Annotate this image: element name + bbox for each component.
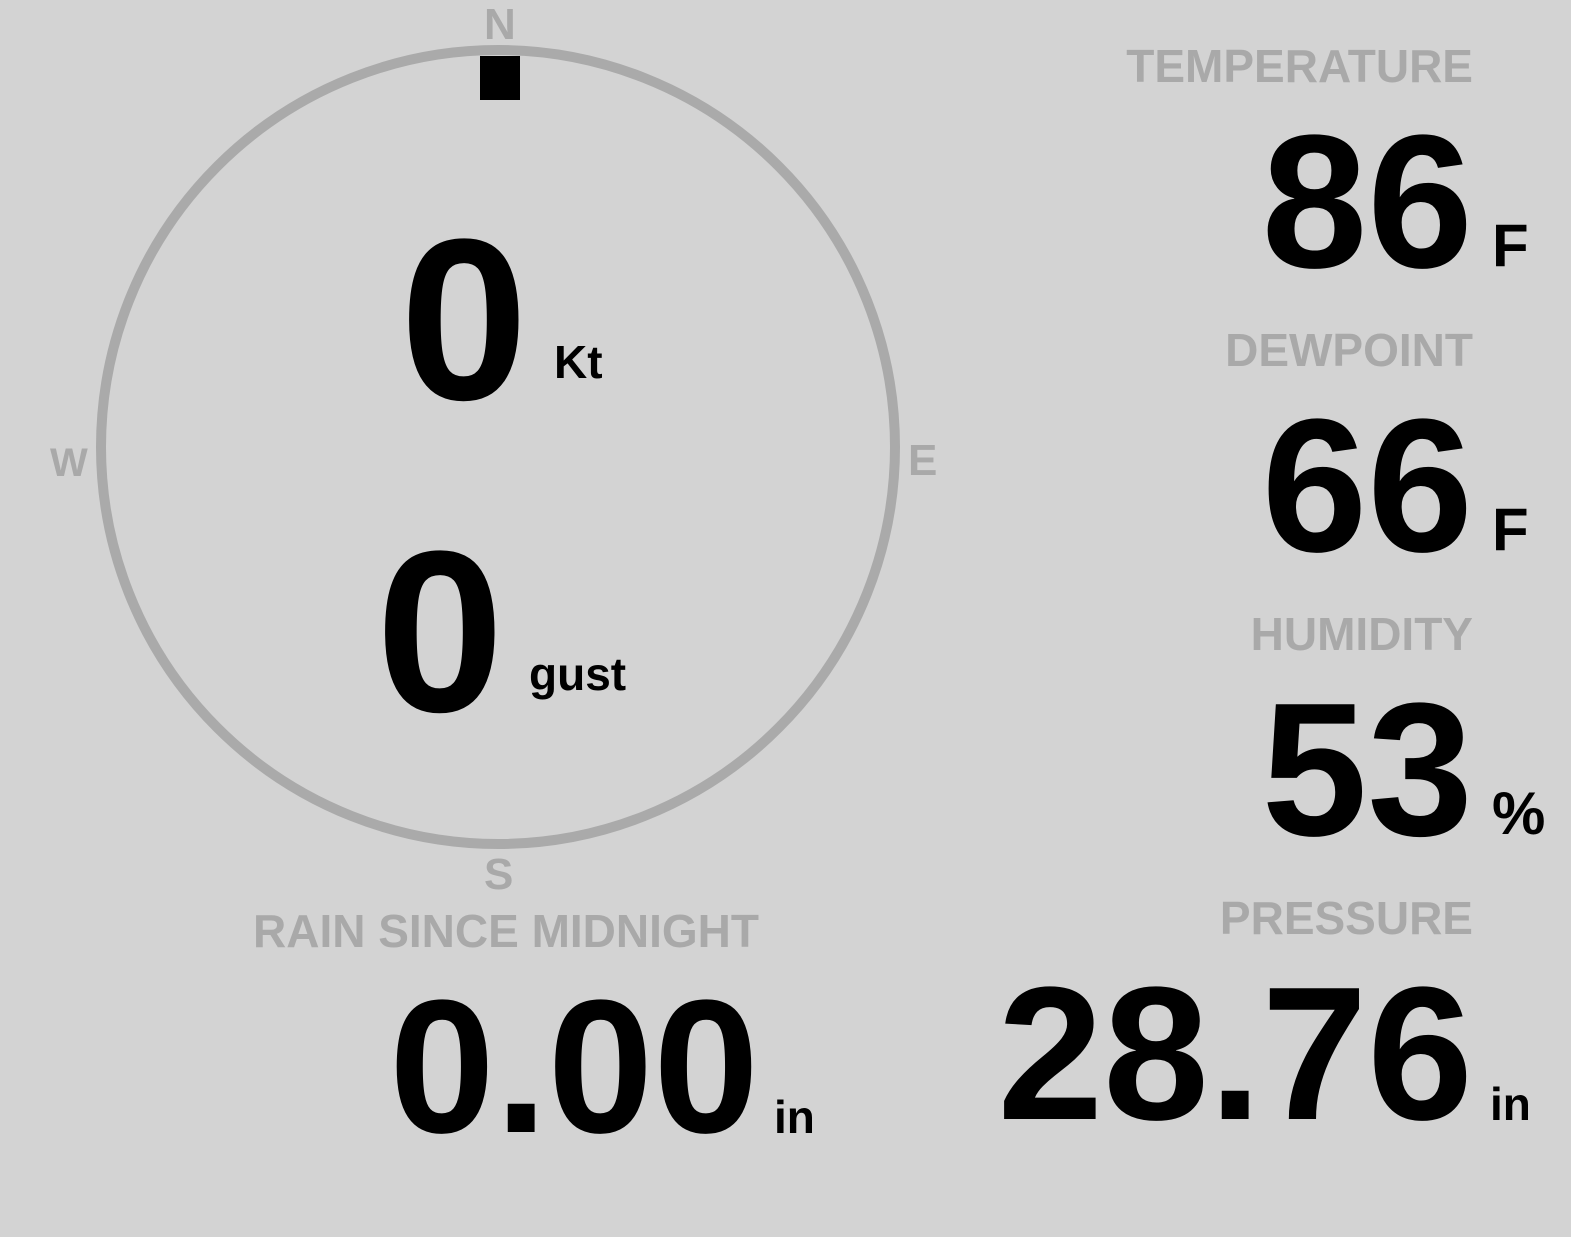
wind-gust-unit: gust xyxy=(529,648,627,700)
compass-east: E xyxy=(908,436,938,485)
compass-ring xyxy=(96,45,900,849)
humidity-unit: % xyxy=(1492,780,1546,847)
pressure-label: PRESSURE xyxy=(1219,892,1473,944)
temperature-label: TEMPERATURE xyxy=(1126,40,1473,92)
rain-label: RAIN SINCE MIDNIGHT xyxy=(253,905,759,957)
temperature-unit: F xyxy=(1492,212,1529,279)
compass-west: W xyxy=(50,441,88,485)
wind-direction-marker xyxy=(480,56,520,100)
rain-unit: in xyxy=(774,1091,815,1143)
dewpoint-unit: F xyxy=(1492,496,1529,563)
dewpoint-value: 66 xyxy=(1261,380,1473,592)
humidity-value: 53 xyxy=(1261,664,1473,876)
compass-dial xyxy=(96,45,900,849)
rain-value: 0.00 xyxy=(389,961,759,1173)
wind-gust-value: 0 xyxy=(376,503,504,760)
humidity-label: HUMIDITY xyxy=(1250,608,1473,660)
pressure-unit: in xyxy=(1490,1078,1531,1130)
compass-north: N xyxy=(484,0,516,49)
temperature-value: 86 xyxy=(1261,96,1473,308)
dewpoint-label: DEWPOINT xyxy=(1225,324,1473,376)
wind-speed-unit: Kt xyxy=(554,336,603,388)
compass-south: S xyxy=(484,850,514,899)
pressure-value: 28.76 xyxy=(997,948,1473,1160)
wind-speed-value: 0 xyxy=(400,191,528,448)
